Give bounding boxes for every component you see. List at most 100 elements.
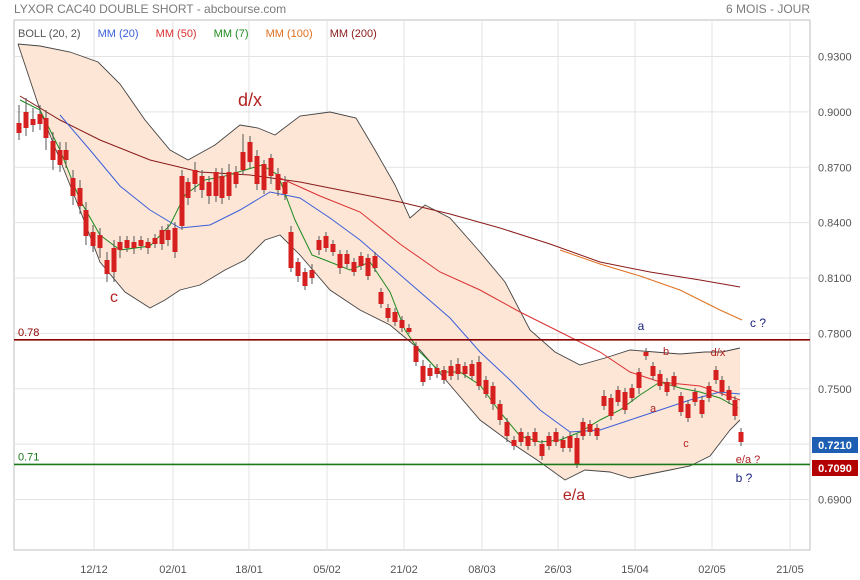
- y-tick-label: 0.8100: [818, 273, 852, 285]
- candle-bear: [560, 440, 566, 448]
- candle-bear: [50, 141, 56, 160]
- candle-bear: [138, 240, 144, 246]
- legend-mm100: MM (100): [265, 28, 313, 40]
- candle-bear: [671, 376, 677, 386]
- candle-bear: [497, 404, 503, 420]
- candle-bear: [213, 172, 219, 196]
- candle-bear: [469, 364, 475, 376]
- bollinger-band-fill: [18, 44, 740, 480]
- candle-bear: [57, 150, 63, 165]
- candle-bear: [490, 386, 496, 404]
- candle-bear: [104, 260, 110, 274]
- candle-bear: [738, 432, 744, 442]
- candle-bear: [462, 366, 468, 374]
- candle-bear: [732, 400, 738, 416]
- candle-bear: [594, 428, 600, 436]
- candle-bear: [580, 422, 586, 436]
- candle-bear: [97, 235, 103, 248]
- y-tick-label: 0.7500: [818, 384, 852, 396]
- candle-bear: [226, 172, 232, 196]
- support-price-badge-bg: [812, 460, 858, 476]
- candle-bear: [275, 174, 281, 190]
- candle-bear: [378, 292, 384, 304]
- candle-bear: [476, 362, 482, 386]
- legend-mm20: MM (20): [97, 28, 139, 40]
- candle-bear: [532, 432, 538, 442]
- candle-bear: [337, 254, 343, 268]
- candle-bear: [699, 400, 705, 414]
- y-tick-label: 0.7800: [818, 328, 852, 340]
- candle-bear: [152, 238, 158, 244]
- candle-bear: [664, 382, 670, 392]
- candle-bear: [23, 112, 29, 128]
- candle-bear: [206, 182, 212, 196]
- candle-bear: [192, 170, 198, 184]
- candle-bear: [406, 328, 412, 332]
- candle-bear: [90, 232, 96, 246]
- candle-bear: [309, 270, 315, 278]
- x-tick-label: 15/04: [621, 564, 649, 576]
- reference-line-label: 0.78: [18, 327, 39, 339]
- candle-bear: [83, 210, 89, 236]
- wave-annotation: e/a: [563, 487, 585, 504]
- candle-bear: [254, 156, 260, 184]
- candle-bear: [145, 242, 151, 248]
- candle-bear: [199, 176, 205, 190]
- bollinger-lower-line: [17, 43, 741, 481]
- candle-bear: [233, 172, 239, 184]
- y-tick-label: 0.9000: [818, 107, 852, 119]
- wave-annotation: a: [638, 319, 645, 333]
- candle-bear: [567, 436, 573, 448]
- candle-bear: [385, 308, 391, 318]
- candle-bear: [372, 256, 378, 268]
- candle-bear: [117, 242, 123, 250]
- candle-bear: [124, 240, 130, 248]
- legend-mm50: MM (50): [155, 28, 197, 40]
- candle-bear: [692, 392, 698, 402]
- candle-bear: [165, 230, 171, 240]
- candle-bear: [615, 390, 621, 402]
- wave-annotation: c: [110, 289, 118, 306]
- candle-bear: [629, 388, 635, 398]
- candle-bear: [546, 436, 552, 446]
- candle-bear: [330, 244, 336, 252]
- candle-bear: [587, 424, 593, 432]
- candle-bear: [179, 176, 185, 226]
- candle-bear: [441, 370, 447, 380]
- x-tick-label: 05/02: [313, 564, 341, 576]
- candle-bear: [719, 380, 725, 392]
- candle-bear: [657, 374, 663, 386]
- candle-bear: [316, 240, 322, 250]
- candle-bear: [504, 422, 510, 436]
- candle-bear: [601, 396, 607, 406]
- wave-annotation: d/x: [238, 90, 262, 110]
- legend-mm200: MM (200): [329, 28, 377, 40]
- chart-title: LYXOR CAC40 DOUBLE SHORT - abcbourse.com: [14, 2, 287, 16]
- candle-bear: [16, 123, 22, 133]
- wave-annotation: c: [683, 438, 689, 450]
- wave-annotation: d/x: [711, 347, 726, 359]
- candle-bear: [268, 158, 274, 176]
- candle-bear: [70, 178, 76, 196]
- candle-bear: [63, 150, 69, 160]
- candle-bear: [247, 142, 253, 162]
- candle-bear: [518, 432, 524, 442]
- candle-bear: [111, 248, 117, 272]
- candle-bear: [427, 368, 433, 376]
- candle-bear: [706, 386, 712, 398]
- candle-bear: [37, 114, 43, 124]
- chart-legend: BOLL (20, 2) MM (20) MM (50) MM (7) MM (…: [18, 28, 391, 40]
- candle-bear: [622, 392, 628, 410]
- wave-annotation: a: [650, 403, 657, 415]
- wave-annotation: b ?: [736, 471, 753, 485]
- x-tick-label: 08/03: [468, 564, 496, 576]
- candle-bear: [131, 242, 137, 248]
- reference-line-label: 0.71: [18, 451, 39, 463]
- wave-annotation: c ?: [750, 316, 766, 330]
- candle-bear: [77, 188, 83, 206]
- mm100-line: [559, 249, 743, 321]
- x-tick-label: 02/05: [698, 564, 726, 576]
- candle-bear: [295, 262, 301, 276]
- y-tick-label: 0.8400: [818, 218, 852, 230]
- x-tick-label: 12/12: [80, 564, 108, 576]
